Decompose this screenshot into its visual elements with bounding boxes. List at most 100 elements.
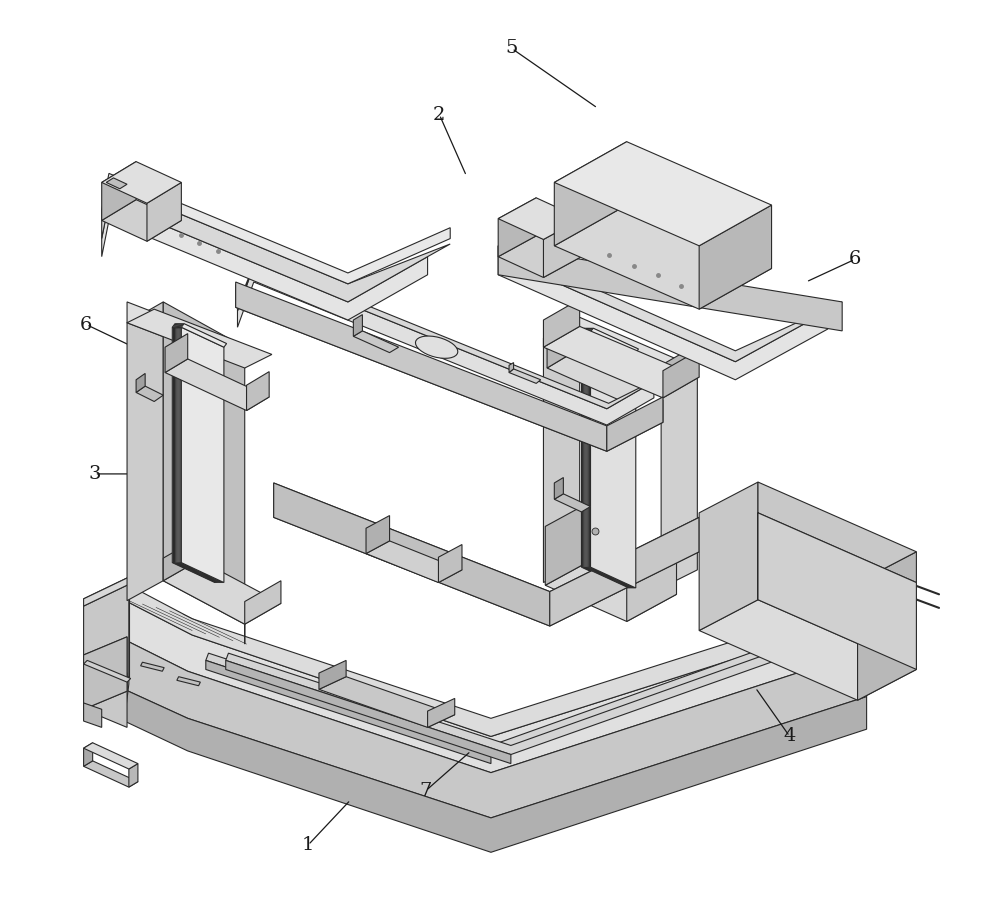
Polygon shape [175,323,220,347]
Polygon shape [136,373,145,392]
Polygon shape [127,302,163,601]
Polygon shape [102,202,428,320]
Polygon shape [498,198,536,257]
Polygon shape [102,200,181,242]
Polygon shape [591,328,638,352]
Polygon shape [498,198,581,240]
Text: 2: 2 [433,105,446,123]
Polygon shape [661,368,697,588]
Polygon shape [84,761,138,787]
Text: 3: 3 [88,465,101,483]
Polygon shape [583,331,628,588]
Polygon shape [163,302,245,644]
Polygon shape [84,585,129,698]
Polygon shape [627,536,677,621]
Polygon shape [124,639,867,818]
Polygon shape [165,359,269,410]
Polygon shape [581,328,629,352]
Polygon shape [543,317,697,389]
Polygon shape [175,327,217,583]
Polygon shape [498,246,842,361]
Polygon shape [172,327,215,583]
Polygon shape [589,328,637,352]
Polygon shape [554,205,772,309]
Polygon shape [124,602,867,773]
Polygon shape [181,323,227,347]
Polygon shape [163,538,199,581]
Text: 7: 7 [420,782,432,800]
Polygon shape [165,333,188,372]
Polygon shape [586,331,631,588]
Polygon shape [178,327,221,583]
Polygon shape [758,513,916,669]
Polygon shape [581,331,627,588]
Polygon shape [547,329,570,368]
Polygon shape [181,327,224,583]
Polygon shape [236,285,663,451]
Polygon shape [554,142,627,246]
Text: 6: 6 [849,251,861,269]
Polygon shape [274,483,550,626]
Polygon shape [319,676,455,727]
Polygon shape [589,331,635,588]
Polygon shape [177,323,222,347]
Polygon shape [550,518,699,626]
Polygon shape [545,499,595,586]
Polygon shape [509,362,514,372]
Polygon shape [102,162,136,221]
Polygon shape [438,545,462,583]
Polygon shape [699,482,758,630]
Polygon shape [124,602,129,721]
Polygon shape [274,483,699,602]
Polygon shape [127,309,272,368]
Polygon shape [179,323,224,347]
Polygon shape [102,173,450,284]
Polygon shape [84,660,131,682]
Polygon shape [206,648,772,755]
Polygon shape [547,354,651,404]
Polygon shape [129,764,138,787]
Polygon shape [129,586,867,736]
Polygon shape [498,236,581,278]
Polygon shape [102,162,181,203]
Polygon shape [661,344,697,389]
Polygon shape [106,178,127,189]
Polygon shape [147,183,181,242]
Polygon shape [274,494,699,626]
Polygon shape [177,676,200,686]
Polygon shape [84,655,127,727]
Polygon shape [178,323,223,347]
Polygon shape [815,635,839,644]
Polygon shape [428,698,455,727]
Polygon shape [699,205,772,309]
Text: 4: 4 [783,727,796,745]
Polygon shape [585,328,633,352]
Polygon shape [591,331,636,588]
Polygon shape [554,494,591,512]
Polygon shape [226,648,791,755]
Polygon shape [543,317,580,583]
Polygon shape [247,371,269,410]
Polygon shape [176,323,221,347]
Text: 6: 6 [80,316,93,333]
Polygon shape [84,743,93,766]
Polygon shape [663,350,699,398]
Polygon shape [236,282,607,451]
Polygon shape [141,662,164,671]
Polygon shape [554,142,772,246]
Polygon shape [102,184,450,302]
Polygon shape [353,314,362,336]
Polygon shape [584,328,632,352]
Polygon shape [237,266,654,425]
Polygon shape [858,552,916,700]
Polygon shape [226,660,511,764]
Polygon shape [163,560,281,624]
Polygon shape [173,323,219,347]
Polygon shape [585,331,630,588]
Text: 5: 5 [506,39,518,57]
Polygon shape [588,328,636,352]
Text: 5: 5 [109,178,121,196]
Polygon shape [543,300,580,347]
Polygon shape [84,637,127,709]
Polygon shape [543,326,699,398]
